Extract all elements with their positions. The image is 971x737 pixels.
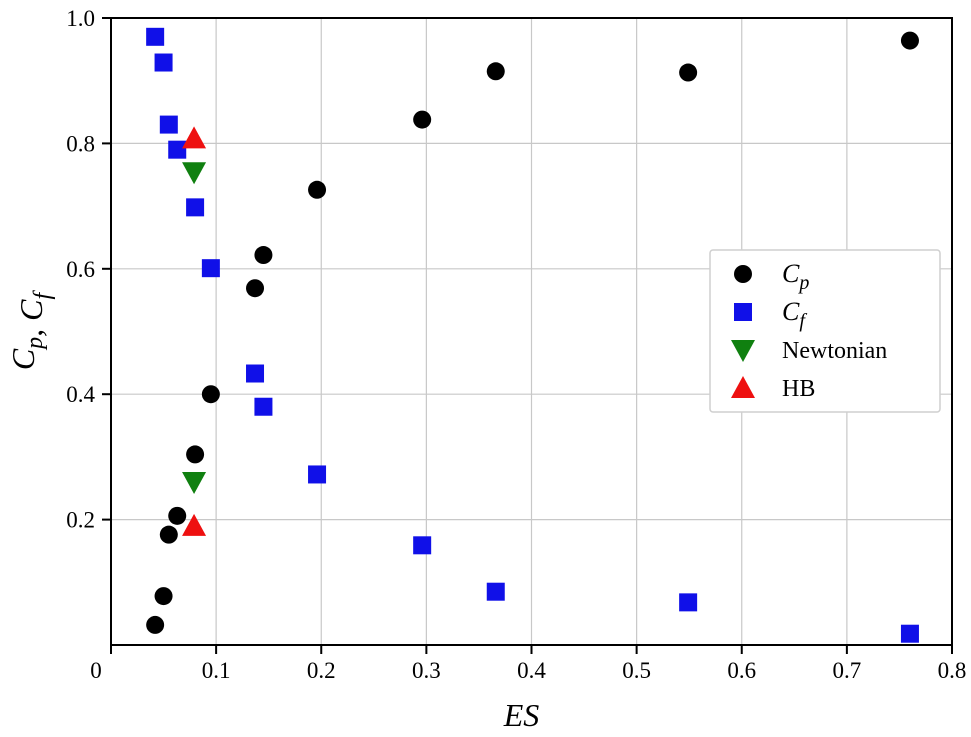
y-axis-title: Cp, Cf (5, 289, 56, 370)
x-tick-label: 0.7 (833, 658, 862, 683)
point-cp (159, 525, 178, 544)
y-title-base: C (5, 348, 41, 370)
legend-label-cp: Cp (782, 259, 809, 294)
point-cf (159, 115, 178, 134)
legend-marker-cp (734, 265, 752, 283)
legend-box (709, 249, 941, 413)
point-cp (679, 63, 698, 82)
x-tick-label: 0.6 (727, 658, 756, 683)
ticks: 0 0.1 0.2 0.3 0.4 0.5 0.6 0.7 0.8 0.2 0.4 0.6 0.8 1.0 (66, 6, 966, 683)
legend-marker-cf (734, 303, 752, 321)
point-cf (186, 198, 205, 217)
legend-label-cf: Cf (782, 297, 807, 332)
x-tick-label: 0.1 (202, 658, 231, 683)
point-cf (254, 397, 273, 416)
y-tick-label: 0.2 (66, 508, 95, 533)
x-axis-title: ES (503, 697, 540, 733)
point-cf (146, 27, 165, 46)
y-tick-label: 0.4 (66, 382, 95, 407)
point-cp (146, 615, 165, 634)
legend-label-newtonian: Newtonian (782, 338, 887, 364)
x-tick-label: 0.3 (412, 658, 441, 683)
point-cf (413, 536, 432, 555)
point-cf (154, 53, 173, 72)
x-tick-label: 0.8 (938, 658, 967, 683)
point-cf (900, 624, 919, 643)
x-tick-label: 0.5 (622, 658, 651, 683)
point-cp (186, 445, 205, 464)
legend-label-base: C (782, 297, 800, 326)
point-cf (246, 364, 265, 383)
x-tick-label: 0.4 (517, 658, 546, 683)
point-cp (308, 180, 327, 199)
point-cp (201, 385, 220, 404)
y-tick-label: 0.6 (66, 257, 95, 282)
y-title-base: , C (13, 299, 49, 337)
point-cp (254, 246, 273, 265)
point-cf (486, 582, 505, 601)
legend-label-base: C (782, 259, 800, 288)
point-cp (168, 506, 187, 525)
point-cp (246, 279, 265, 298)
point-newtonian (182, 471, 207, 494)
point-newtonian (182, 162, 207, 185)
y-tick-label: 1.0 (66, 6, 95, 31)
data-points (146, 27, 919, 643)
legend-label-sub: f (799, 310, 807, 332)
point-cf (201, 259, 220, 278)
y-title-sub: p (22, 337, 48, 351)
y-tick-label: 0.8 (66, 131, 95, 156)
legend-marker-newtonian (731, 340, 755, 362)
point-cf (168, 140, 187, 159)
point-cf (308, 465, 327, 484)
x-tick-label: 0 (90, 658, 102, 683)
point-cp (900, 31, 919, 50)
point-hb (182, 513, 207, 536)
y-title-sub: f (30, 289, 56, 299)
point-cp (413, 110, 432, 129)
point-cp (154, 587, 173, 606)
point-cf (679, 593, 698, 612)
legend-marker-hb (731, 376, 755, 398)
point-cp (486, 62, 505, 81)
legend-label-sub: p (797, 272, 809, 294)
x-tick-label: 0.2 (307, 658, 336, 683)
legend-label-hb: HB (782, 376, 815, 402)
point-hb (182, 126, 207, 149)
